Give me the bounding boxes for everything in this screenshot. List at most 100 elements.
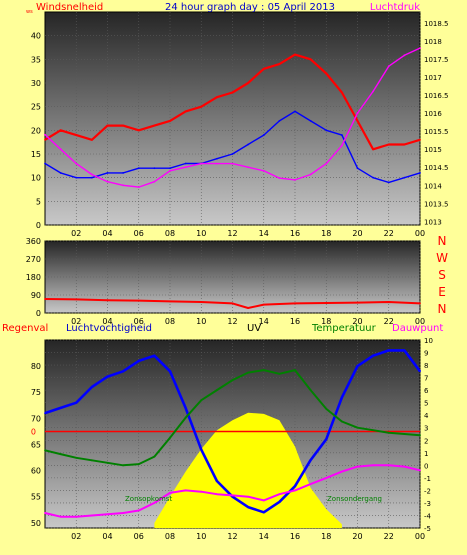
plot-area-1: [44, 11, 421, 226]
data-point: [184, 406, 187, 409]
data-point: [169, 300, 171, 303]
data-point: [309, 58, 312, 61]
data-point: [59, 406, 62, 409]
data-point: [231, 91, 234, 94]
x-tick-label: 06: [134, 532, 144, 541]
data-point: [59, 129, 62, 132]
data-point: [294, 302, 296, 305]
data-point: [122, 512, 125, 514]
data-point: [106, 461, 109, 464]
y-left-tick-label: 5: [36, 197, 41, 206]
data-point: [340, 144, 343, 147]
data-point: [44, 162, 46, 165]
data-point: [90, 138, 93, 141]
data-point: [309, 173, 312, 176]
data-point: [75, 456, 78, 459]
data-point: [44, 133, 46, 136]
y-right-tick-label: 1015: [424, 146, 442, 154]
data-point: [419, 138, 421, 141]
data-point: [137, 186, 140, 188]
left-axis-label: Windsnelheid: [36, 2, 103, 13]
y-left-tick-label: 65: [31, 440, 41, 449]
y-right-tick-label: -2: [424, 487, 431, 495]
x-tick-label: 06: [134, 229, 144, 238]
x-tick-label: 14: [259, 317, 269, 326]
data-point: [137, 463, 140, 465]
x-tick-label: 00: [415, 229, 425, 238]
y-right-tick-label: 3: [424, 425, 428, 433]
data-point: [200, 301, 203, 303]
compass-label: E: [438, 285, 446, 299]
data-point: [294, 369, 296, 371]
data-point: [215, 162, 218, 165]
data-point: [372, 90, 375, 93]
y-right-tick-label: -1: [424, 475, 431, 483]
data-point: [247, 82, 250, 84]
data-point: [247, 307, 250, 309]
data-point: [90, 176, 93, 179]
data-point: [59, 453, 62, 455]
data-point: [153, 455, 156, 458]
compass-label: W: [436, 251, 448, 265]
y-right-tick-label: 1013.5: [424, 200, 449, 208]
data-point: [200, 490, 203, 493]
data-point: [419, 434, 421, 437]
x-tick-label: 08: [165, 317, 175, 326]
data-point: [184, 162, 187, 165]
data-point: [403, 176, 406, 179]
data-point: [122, 464, 125, 467]
data-point: [137, 359, 140, 362]
x-tick-label: 10: [196, 532, 206, 541]
compass-label: N: [438, 234, 447, 248]
data-point: [106, 375, 109, 378]
y-left-tick-label: 55: [31, 493, 41, 502]
data-point: [340, 396, 343, 399]
x-tick-label: 20: [352, 317, 362, 326]
data-point: [90, 514, 93, 517]
y-right-tick-label: 0: [424, 462, 428, 470]
x-tick-label: 16: [290, 317, 300, 326]
y-left-tick-label: 30: [31, 79, 41, 88]
y-left-tick-label: 80: [31, 362, 41, 371]
data-point: [387, 431, 390, 434]
x-tick-label: 16: [290, 229, 300, 238]
data-point: [75, 176, 78, 179]
data-point: [278, 177, 281, 179]
data-point: [90, 459, 93, 462]
chart-title: 24 hour graph day : 05 April 2013: [165, 2, 335, 13]
data-point: [403, 349, 406, 352]
data-point: [387, 349, 390, 352]
data-point: [215, 480, 218, 482]
data-point: [75, 134, 78, 136]
y-right-tick-label: 1: [424, 450, 428, 458]
data-point: [59, 515, 62, 518]
data-point: [247, 495, 250, 498]
x-tick-label: 06: [134, 317, 144, 326]
data-point: [122, 184, 125, 187]
y-right-tick-label: 1018: [424, 38, 442, 46]
data-point: [294, 178, 296, 181]
data-point: [294, 110, 296, 113]
y-right-tick-label: 1015.5: [424, 128, 449, 136]
data-point: [231, 379, 234, 382]
data-point: [153, 354, 156, 357]
sunrise-annotation: Zonsopkomst: [125, 495, 172, 503]
y-right-tick-label: 5: [424, 400, 428, 408]
data-point: [169, 436, 171, 439]
x-tick-label: 18: [321, 317, 331, 326]
data-point: [75, 298, 78, 301]
data-point: [340, 91, 343, 94]
data-point: [169, 167, 171, 170]
data-point: [325, 408, 328, 410]
data-point: [122, 370, 125, 373]
left-unit-mark: ws: [26, 9, 33, 15]
y-left-tick-label: 35: [31, 55, 41, 64]
data-point: [75, 401, 78, 404]
data-point: [372, 464, 375, 467]
x-tick-label: 18: [321, 229, 331, 238]
y-right-tick-label: 7: [424, 375, 428, 383]
y-tick-label: 90: [31, 291, 41, 300]
y-right-tick-label: 4: [424, 412, 429, 420]
data-point: [387, 143, 390, 146]
data-point: [372, 176, 375, 179]
